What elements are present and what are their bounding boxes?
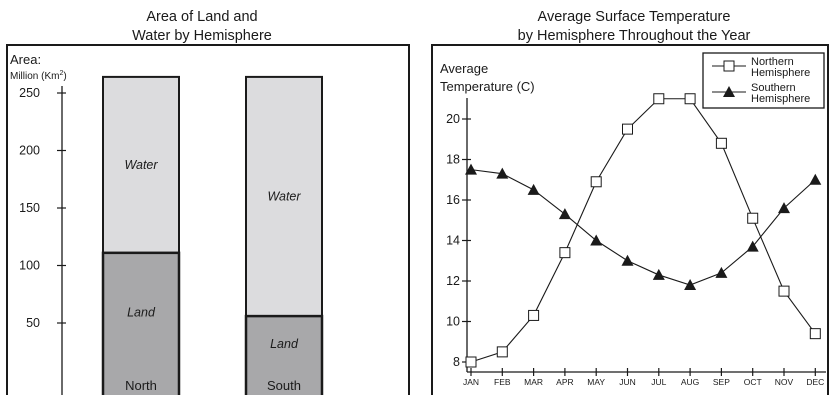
area-chart-ylabel-line1: Area: — [10, 52, 41, 67]
southern-point — [496, 167, 509, 179]
legend-triangle-marker — [723, 86, 735, 97]
water-segment-label: Water — [267, 190, 301, 204]
northern-point — [622, 123, 633, 135]
area-chart: Area of Land and Water by Hemisphere Are… — [6, 9, 410, 395]
northern-point — [715, 137, 727, 149]
x-tick-label: APR — [556, 377, 573, 387]
northern-point — [747, 212, 759, 224]
category-label: South — [267, 378, 301, 393]
legend-box — [702, 52, 825, 109]
temp-chart-frame — [431, 44, 829, 395]
temp-chart-ylabel-line2: Temperature (C) — [440, 79, 535, 94]
y-tick-label: 8 — [453, 355, 460, 369]
y-tick-label: 250 — [19, 86, 40, 100]
area-chart-title-line2: Water by Hemisphere — [132, 28, 272, 44]
area-chart-title-line1: Area of Land and — [146, 9, 257, 25]
southern-point — [621, 254, 634, 266]
southern-point — [684, 279, 697, 291]
southern-point — [652, 268, 665, 280]
southern-point — [715, 266, 728, 278]
water-bar — [245, 75, 323, 318]
southern-point — [465, 163, 477, 175]
x-tick-label: JAN — [463, 377, 479, 387]
northern-point — [528, 309, 540, 321]
northern-series-line — [470, 98, 816, 363]
y-tick-label: 14 — [446, 234, 460, 248]
southern-point — [590, 234, 603, 246]
category-label: North — [125, 378, 157, 393]
southern-point — [746, 240, 759, 252]
northern-point — [559, 247, 571, 259]
x-tick-label: NOV — [775, 377, 794, 387]
southern-series-line — [470, 169, 816, 286]
land-bar — [244, 314, 324, 395]
x-tick-label: OCT — [744, 377, 762, 387]
y-tick-label: 50 — [26, 316, 40, 330]
y-tick-label: 150 — [19, 201, 40, 215]
area-chart-ylabel-line2: Million (Km2) — [10, 70, 67, 82]
temp-chart-title-line1: Average Surface Temperature — [538, 9, 731, 25]
northern-point — [496, 346, 508, 358]
legend-northern-label-line2: Hemisphere — [751, 67, 810, 79]
southern-point — [778, 202, 790, 214]
area-chart-frame — [6, 44, 410, 395]
x-tick-label: JUL — [651, 377, 666, 387]
land-bar — [101, 251, 181, 395]
x-tick-label: FEB — [494, 377, 511, 387]
x-tick-label: MAY — [587, 377, 605, 387]
y-tick-label: 10 — [446, 315, 460, 329]
temp-chart-legend: Northern Hemisphere Southern Hemisphere — [702, 52, 825, 109]
y-tick-label: 100 — [19, 259, 40, 273]
legend-southern-label-line1: Southern — [751, 82, 796, 94]
temp-chart-ylabel-line1: Average — [440, 61, 488, 76]
southern-point — [558, 208, 571, 220]
land-segment-label: Land — [127, 305, 156, 319]
temp-chart-title-line2: by Hemisphere Throughout the Year — [518, 28, 751, 44]
water-segment-label: Water — [124, 158, 158, 172]
northern-point — [653, 93, 665, 105]
legend-southern-label-line2: Hemisphere — [751, 93, 810, 105]
northern-point — [809, 328, 821, 340]
y-tick-label: 20 — [446, 112, 460, 126]
northern-point — [465, 356, 477, 368]
y-tick-label: 16 — [446, 193, 460, 207]
northern-point — [778, 285, 790, 297]
legend-square-marker — [723, 60, 735, 72]
x-tick-label: SEP — [713, 377, 730, 387]
land-segment-label: Land — [270, 337, 299, 351]
x-tick-label: DEC — [806, 377, 824, 387]
y-tick-label: 200 — [19, 144, 40, 158]
legend-northern-label-line1: Northern — [751, 56, 794, 68]
x-tick-label: AUG — [681, 377, 699, 387]
northern-point — [684, 93, 696, 105]
northern-point — [590, 176, 602, 188]
southern-point — [809, 173, 822, 185]
x-tick-label: MAR — [524, 377, 543, 387]
y-tick-label: 12 — [446, 274, 460, 288]
temperature-chart: Average Surface Temperature by Hemispher… — [431, 9, 829, 395]
y-tick-label: 18 — [446, 153, 460, 167]
x-tick-label: JUN — [619, 377, 636, 387]
southern-point — [527, 183, 540, 195]
